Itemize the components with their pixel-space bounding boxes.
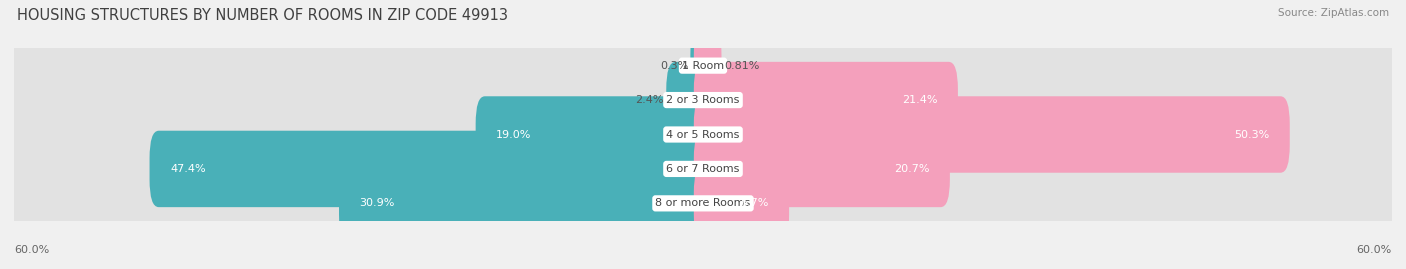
FancyBboxPatch shape bbox=[4, 96, 1402, 173]
FancyBboxPatch shape bbox=[339, 165, 713, 242]
FancyBboxPatch shape bbox=[14, 186, 1392, 221]
Text: 2.4%: 2.4% bbox=[636, 95, 664, 105]
FancyBboxPatch shape bbox=[693, 27, 721, 104]
Text: 47.4%: 47.4% bbox=[170, 164, 205, 174]
FancyBboxPatch shape bbox=[14, 48, 1392, 83]
FancyBboxPatch shape bbox=[690, 27, 713, 104]
FancyBboxPatch shape bbox=[666, 62, 713, 138]
Text: 60.0%: 60.0% bbox=[14, 245, 49, 255]
FancyBboxPatch shape bbox=[4, 165, 1402, 242]
Text: 1 Room: 1 Room bbox=[682, 61, 724, 71]
FancyBboxPatch shape bbox=[693, 96, 1289, 173]
FancyBboxPatch shape bbox=[475, 96, 713, 173]
FancyBboxPatch shape bbox=[14, 152, 1392, 186]
FancyBboxPatch shape bbox=[149, 131, 713, 207]
Text: Source: ZipAtlas.com: Source: ZipAtlas.com bbox=[1278, 8, 1389, 18]
FancyBboxPatch shape bbox=[693, 165, 789, 242]
FancyBboxPatch shape bbox=[4, 62, 1402, 138]
Text: 0.81%: 0.81% bbox=[724, 61, 759, 71]
Text: 6 or 7 Rooms: 6 or 7 Rooms bbox=[666, 164, 740, 174]
Text: 19.0%: 19.0% bbox=[496, 129, 531, 140]
FancyBboxPatch shape bbox=[14, 83, 1392, 117]
Text: 60.0%: 60.0% bbox=[1357, 245, 1392, 255]
Text: 6.7%: 6.7% bbox=[740, 198, 769, 208]
Text: 2 or 3 Rooms: 2 or 3 Rooms bbox=[666, 95, 740, 105]
Text: 4 or 5 Rooms: 4 or 5 Rooms bbox=[666, 129, 740, 140]
FancyBboxPatch shape bbox=[693, 131, 950, 207]
FancyBboxPatch shape bbox=[4, 131, 1402, 207]
Text: 30.9%: 30.9% bbox=[360, 198, 395, 208]
Text: 0.3%: 0.3% bbox=[659, 61, 688, 71]
FancyBboxPatch shape bbox=[693, 62, 957, 138]
Text: 50.3%: 50.3% bbox=[1234, 129, 1270, 140]
FancyBboxPatch shape bbox=[14, 117, 1392, 152]
FancyBboxPatch shape bbox=[4, 27, 1402, 104]
Text: HOUSING STRUCTURES BY NUMBER OF ROOMS IN ZIP CODE 49913: HOUSING STRUCTURES BY NUMBER OF ROOMS IN… bbox=[17, 8, 508, 23]
Text: 8 or more Rooms: 8 or more Rooms bbox=[655, 198, 751, 208]
Text: 21.4%: 21.4% bbox=[901, 95, 938, 105]
Text: 20.7%: 20.7% bbox=[894, 164, 929, 174]
